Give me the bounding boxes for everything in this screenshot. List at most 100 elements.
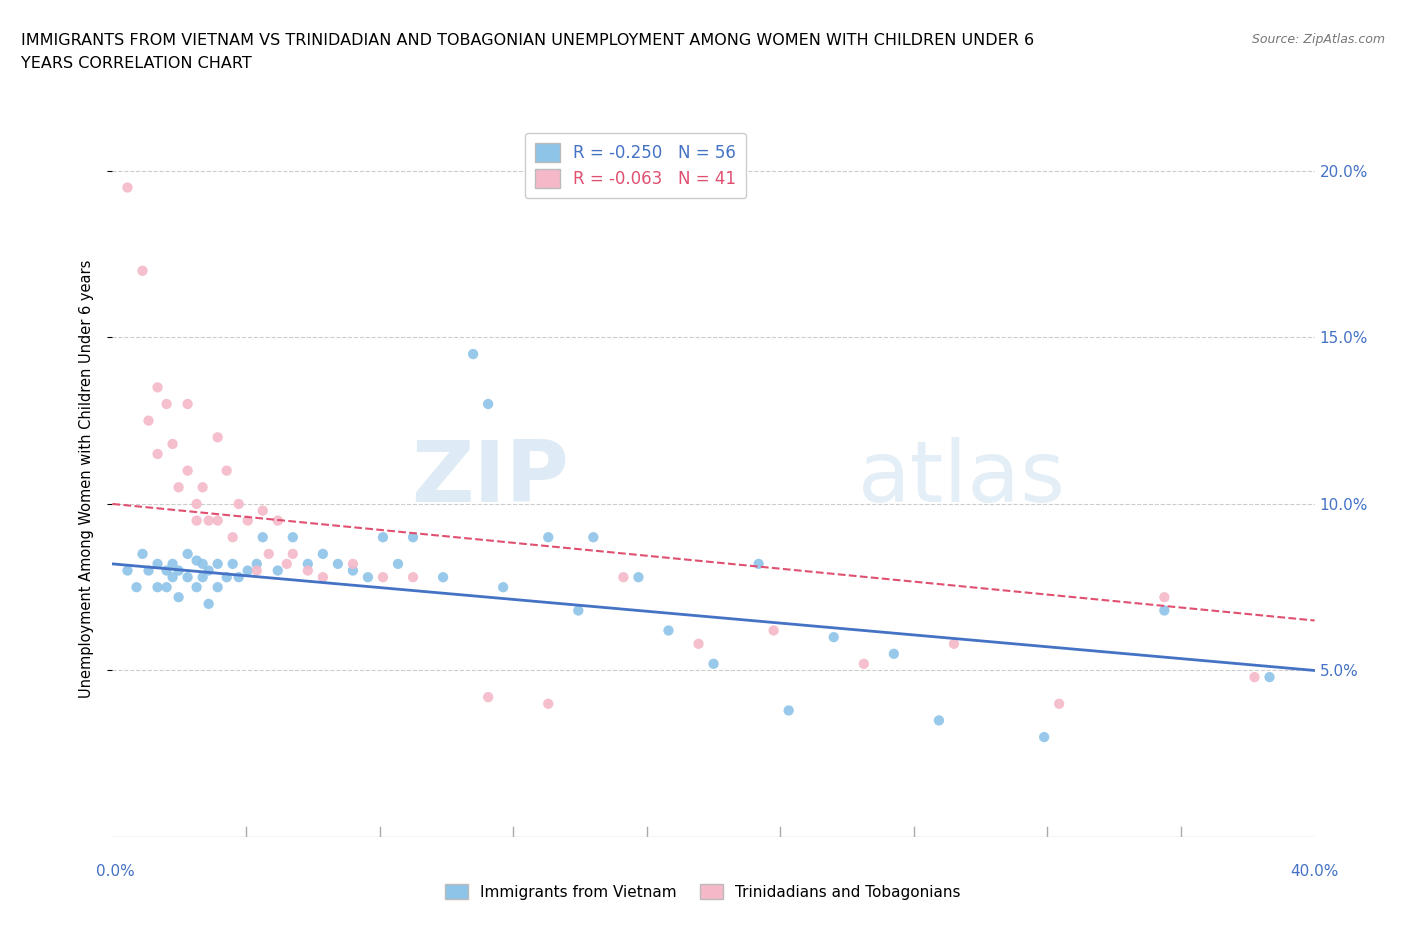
Point <box>276 556 298 571</box>
Point <box>537 697 560 711</box>
Point <box>612 570 634 585</box>
Point <box>167 563 190 578</box>
Text: Source: ZipAtlas.com: Source: ZipAtlas.com <box>1251 33 1385 46</box>
Point <box>627 570 650 585</box>
Point <box>657 623 679 638</box>
Point <box>461 347 484 362</box>
Legend: Immigrants from Vietnam, Trinidadians and Tobagonians: Immigrants from Vietnam, Trinidadians an… <box>439 877 967 906</box>
Point <box>146 446 169 461</box>
Point <box>228 570 250 585</box>
Point <box>928 713 950 728</box>
Point <box>297 556 319 571</box>
Point <box>146 556 169 571</box>
Point <box>191 570 214 585</box>
Point <box>207 513 229 528</box>
Point <box>883 646 905 661</box>
Point <box>207 556 229 571</box>
Point <box>402 530 425 545</box>
Point <box>823 630 845 644</box>
Point <box>176 547 198 562</box>
Point <box>252 530 274 545</box>
Point <box>131 547 153 562</box>
Point <box>402 570 425 585</box>
Point <box>207 579 229 594</box>
Point <box>117 180 139 195</box>
Point <box>371 530 394 545</box>
Point <box>162 556 184 571</box>
Point <box>492 579 515 594</box>
Point <box>131 263 153 278</box>
Point <box>281 547 304 562</box>
Point <box>582 530 605 545</box>
Point <box>167 480 190 495</box>
Point <box>477 690 499 705</box>
Text: IMMIGRANTS FROM VIETNAM VS TRINIDADIAN AND TOBAGONIAN UNEMPLOYMENT AMONG WOMEN W: IMMIGRANTS FROM VIETNAM VS TRINIDADIAN A… <box>21 33 1035 47</box>
Point <box>326 556 349 571</box>
Point <box>146 380 169 395</box>
Point <box>138 563 160 578</box>
Point <box>567 603 589 618</box>
Text: YEARS CORRELATION CHART: YEARS CORRELATION CHART <box>21 56 252 71</box>
Point <box>312 570 335 585</box>
Point <box>155 396 177 411</box>
Point <box>1033 730 1056 745</box>
Point <box>197 563 219 578</box>
Y-axis label: Unemployment Among Women with Children Under 6 years: Unemployment Among Women with Children U… <box>79 259 94 698</box>
Point <box>186 579 208 594</box>
Text: atlas: atlas <box>858 437 1066 521</box>
Point <box>215 463 238 478</box>
Point <box>236 513 259 528</box>
Point <box>215 570 238 585</box>
Point <box>688 636 710 651</box>
Point <box>1153 590 1175 604</box>
Point <box>387 556 409 571</box>
Point <box>186 497 208 512</box>
Point <box>191 480 214 495</box>
Point <box>222 556 245 571</box>
Point <box>778 703 800 718</box>
Point <box>703 657 725 671</box>
Point <box>1153 603 1175 618</box>
Point <box>176 570 198 585</box>
Point <box>246 556 269 571</box>
Point <box>138 413 160 428</box>
Point <box>125 579 148 594</box>
Point <box>297 563 319 578</box>
Point <box>281 530 304 545</box>
Point <box>357 570 380 585</box>
Point <box>762 623 785 638</box>
Point <box>191 556 214 571</box>
Point <box>236 563 259 578</box>
Point <box>246 563 269 578</box>
Point <box>312 547 335 562</box>
Point <box>186 553 208 568</box>
Point <box>162 570 184 585</box>
Point <box>186 513 208 528</box>
Text: 0.0%: 0.0% <box>96 864 135 879</box>
Point <box>117 563 139 578</box>
Point <box>155 563 177 578</box>
Point <box>162 436 184 451</box>
Point <box>267 563 290 578</box>
Point <box>1258 670 1281 684</box>
Point <box>197 513 219 528</box>
Point <box>477 396 499 411</box>
Point <box>1047 697 1070 711</box>
Point <box>432 570 454 585</box>
Point <box>176 396 198 411</box>
Point <box>537 530 560 545</box>
Point <box>228 497 250 512</box>
Point <box>748 556 770 571</box>
Point <box>852 657 875 671</box>
Point <box>222 530 245 545</box>
Point <box>342 563 364 578</box>
Point <box>257 547 280 562</box>
Point <box>197 596 219 611</box>
Point <box>167 590 190 604</box>
Text: ZIP: ZIP <box>412 437 569 521</box>
Point <box>252 503 274 518</box>
Text: 40.0%: 40.0% <box>1291 864 1339 879</box>
Point <box>1243 670 1265 684</box>
Point <box>207 430 229 445</box>
Point <box>146 579 169 594</box>
